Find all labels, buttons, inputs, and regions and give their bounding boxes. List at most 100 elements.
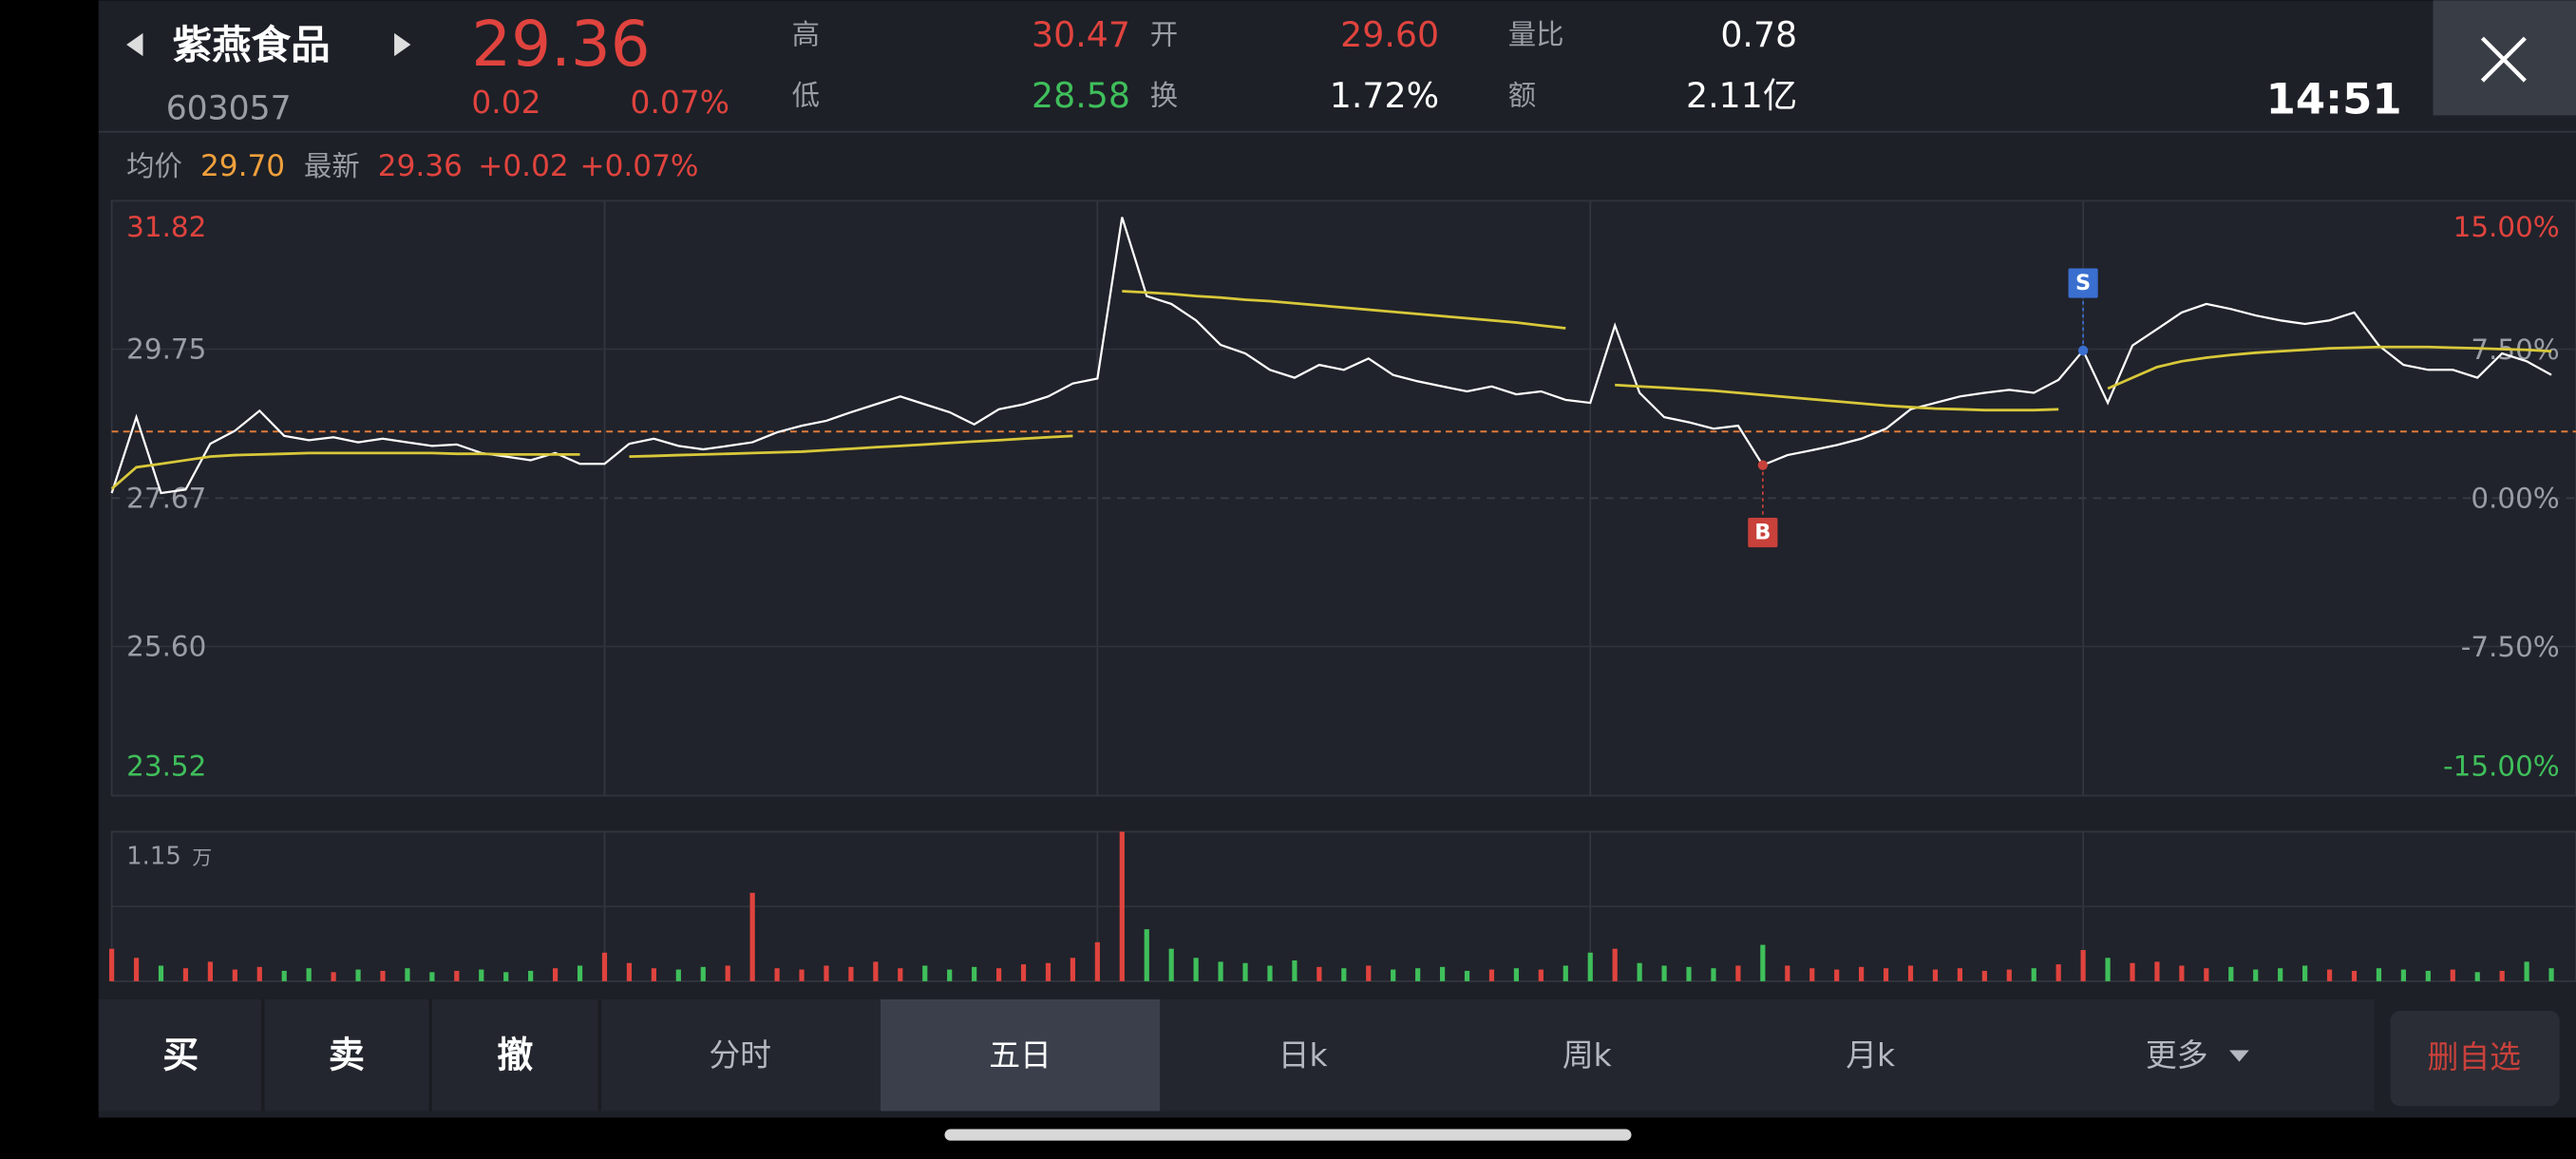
volume-bar bbox=[848, 966, 854, 981]
volume-bar bbox=[479, 969, 484, 981]
volume-bar bbox=[2204, 968, 2209, 981]
volume-bar bbox=[898, 968, 903, 981]
prev-stock[interactable] bbox=[126, 32, 143, 57]
latest-label: 最新 bbox=[304, 150, 360, 182]
y2-tick-label: 15.00% bbox=[2453, 211, 2560, 243]
stat-label: 开 bbox=[1150, 19, 1178, 51]
next-stock[interactable] bbox=[394, 32, 411, 57]
latest-change: +0.02 bbox=[478, 149, 568, 183]
remove-label[interactable]: 删自选 bbox=[2427, 1038, 2521, 1075]
volume-bar bbox=[2524, 961, 2529, 981]
stat-label: 量比 bbox=[1508, 19, 1564, 51]
marker-label: S bbox=[2075, 271, 2091, 295]
volume-bar bbox=[824, 965, 829, 981]
volume-bar bbox=[1193, 958, 1199, 981]
tab[interactable]: 五日 bbox=[989, 1036, 1051, 1074]
marker-box bbox=[2068, 268, 2098, 298]
volume-bar bbox=[405, 968, 410, 981]
y-tick-label: 29.75 bbox=[126, 332, 206, 365]
volume-bar bbox=[207, 961, 213, 981]
volume-bar bbox=[1981, 970, 1987, 981]
volume-bar bbox=[1070, 958, 1076, 981]
tab[interactable]: 分时 bbox=[709, 1036, 771, 1074]
tab[interactable]: 买 bbox=[162, 1035, 199, 1076]
volume-bar bbox=[1587, 952, 1593, 981]
volume-bar bbox=[601, 952, 608, 981]
tab[interactable]: 日k bbox=[1279, 1036, 1328, 1074]
volume-bar bbox=[947, 969, 953, 981]
volume-bar bbox=[2376, 968, 2382, 981]
volume-bar bbox=[2006, 969, 2012, 981]
y2-tick-label: -7.50% bbox=[2461, 631, 2560, 663]
volume-bar bbox=[626, 962, 633, 981]
volume-bar bbox=[1415, 968, 1421, 981]
volume-bar bbox=[2474, 972, 2480, 981]
volume-bar bbox=[232, 969, 237, 981]
volume-bar bbox=[1144, 929, 1149, 981]
average-line bbox=[110, 290, 2552, 490]
stock-code: 603057 bbox=[166, 89, 292, 127]
volume-bar bbox=[380, 970, 386, 981]
volume-bar bbox=[2055, 964, 2061, 981]
stat-value: 2.11亿 bbox=[1686, 75, 1797, 116]
volume-bar bbox=[1366, 965, 1372, 981]
volume-bar bbox=[306, 968, 312, 981]
y-tick-label: 31.82 bbox=[126, 211, 206, 243]
tab[interactable]: 月k bbox=[1846, 1036, 1895, 1074]
tab[interactable]: 撤 bbox=[497, 1035, 533, 1076]
y2-tick-label: 0.00% bbox=[2471, 482, 2559, 514]
volume-bar bbox=[109, 948, 115, 981]
volume-bar bbox=[1661, 965, 1667, 981]
volume-bar bbox=[2400, 969, 2406, 981]
volume-bar bbox=[651, 968, 656, 981]
volume-bar bbox=[2302, 965, 2308, 981]
stat-label: 换 bbox=[1150, 80, 1178, 112]
volume-bar bbox=[1242, 962, 1248, 981]
volume-bar bbox=[2228, 966, 2234, 981]
tab[interactable]: 卖 bbox=[329, 1035, 365, 1076]
volume-bar bbox=[995, 968, 1002, 981]
marker-point bbox=[1757, 460, 1769, 470]
volume-bar bbox=[503, 972, 509, 981]
remove-button[interactable] bbox=[2390, 1011, 2560, 1107]
volume-bar bbox=[1883, 968, 1889, 981]
latest-value: 29.36 bbox=[378, 149, 463, 183]
change-pct: 0.07% bbox=[631, 84, 729, 121]
volume-bar bbox=[1859, 966, 1865, 981]
volume-bar bbox=[922, 965, 928, 981]
volume-bar bbox=[873, 961, 879, 981]
volume-bar bbox=[1711, 968, 1716, 981]
stat-label: 高 bbox=[792, 19, 820, 51]
price: 29.36 bbox=[471, 9, 650, 81]
volume-bar bbox=[256, 966, 262, 981]
volume-bar bbox=[725, 965, 730, 981]
y-tick-label: 25.60 bbox=[126, 631, 206, 663]
volume-bar bbox=[774, 968, 780, 981]
volume-bar bbox=[1464, 970, 1470, 981]
volume-bar bbox=[281, 970, 287, 981]
close-icon bbox=[2480, 36, 2527, 83]
volume-bar bbox=[2031, 968, 2036, 981]
avg-label: 均价 bbox=[126, 150, 182, 182]
volume-bar bbox=[133, 958, 140, 981]
volume-bar bbox=[577, 965, 583, 981]
volume-bar bbox=[1341, 968, 1347, 981]
volume-bar bbox=[2253, 969, 2259, 981]
volume-bar bbox=[1094, 941, 1100, 981]
tab[interactable]: 周k bbox=[1563, 1036, 1612, 1074]
volume-bar bbox=[2179, 965, 2185, 981]
volume-bar bbox=[2154, 961, 2160, 981]
volume-bar bbox=[1686, 966, 1692, 981]
volume-bar bbox=[1637, 962, 1642, 981]
tab[interactable]: 更多 bbox=[2146, 1036, 2208, 1074]
volume-bar bbox=[1809, 968, 1815, 981]
stock-name: 紫燕食品 bbox=[173, 22, 331, 68]
y-tick-label: 27.67 bbox=[126, 482, 206, 514]
stat-value: 0.78 bbox=[1720, 14, 1797, 55]
volume-bar bbox=[1168, 948, 1174, 981]
volume-bar bbox=[2425, 970, 2431, 981]
marker-label: B bbox=[1754, 521, 1771, 545]
volume-bar bbox=[2326, 969, 2333, 981]
volume-bar bbox=[675, 969, 681, 981]
